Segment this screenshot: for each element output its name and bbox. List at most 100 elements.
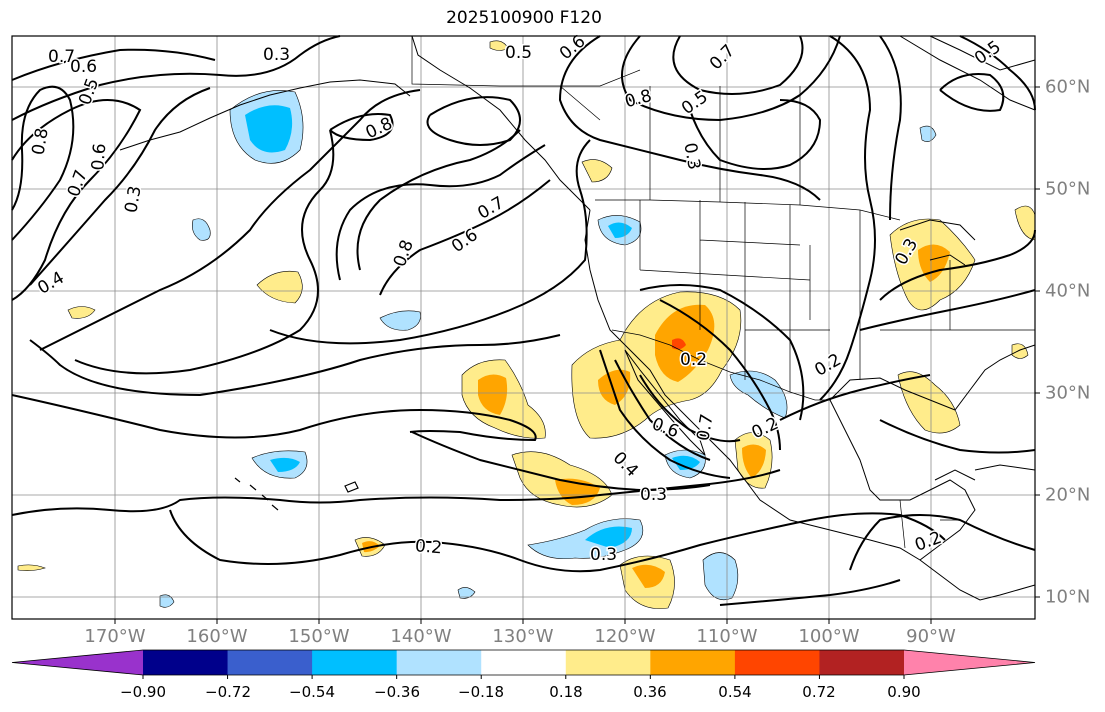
shade-blue-core [245, 105, 293, 153]
shade-blue-core [608, 222, 632, 238]
colorbar-extend-min [12, 650, 143, 675]
colorbar-tick-label: 0.72 [802, 683, 836, 701]
alaska-coast [411, 35, 591, 211]
colorbar-tick-label: −0.18 [458, 683, 504, 701]
shade-blue-patch [379, 310, 421, 331]
shade-blue-core [672, 455, 700, 470]
contour-line [879, 35, 902, 221]
hawaii-islands [234, 477, 279, 511]
lon-label: 170°W [84, 626, 146, 647]
contour-line [879, 229, 1036, 301]
mexico-gulf-coast [829, 399, 976, 561]
us-state-lines [639, 200, 1035, 392]
contour-line [426, 96, 521, 146]
lon-label: 110°W [696, 626, 758, 647]
contour-line [11, 35, 341, 121]
contour-line [74, 129, 335, 375]
contour-line [621, 35, 841, 122]
contour-label: 0.3 [679, 141, 703, 171]
lat-label: 20°N [1045, 484, 1091, 506]
lon-label: 100°W [798, 626, 860, 647]
colorbar-tick-label: 0.36 [633, 683, 667, 701]
colorbar-swatch [396, 650, 482, 675]
contour-line [11, 85, 75, 241]
shade-orange-core [478, 374, 508, 415]
us-mexico-border [611, 329, 830, 401]
colorbar-tick-label: −0.90 [120, 683, 166, 701]
lat-label: 30°N [1045, 382, 1091, 404]
contour-line [939, 73, 1005, 112]
shade-yellow-patch [1011, 343, 1029, 359]
contour-line [719, 579, 901, 606]
colorbar-swatch [143, 650, 229, 675]
shade-blue-patch [457, 587, 476, 599]
colorbar-swatch [312, 650, 398, 675]
colorbar-swatch [650, 650, 736, 675]
lat-label: 10°N [1045, 586, 1091, 608]
map-title: 2025100900 F120 [446, 8, 602, 28]
contour-label: 0.3 [121, 184, 145, 214]
contour-lines [11, 35, 1036, 606]
contour-label: 0.6 [88, 143, 110, 172]
contour-line [11, 394, 537, 442]
contour-line [689, 99, 822, 170]
shade-orange-core [918, 244, 950, 282]
colorbar-extend-max [904, 650, 1035, 675]
yucatan-cuba [934, 464, 1036, 481]
contour-line [11, 99, 142, 301]
colorbar-swatch [565, 650, 651, 675]
graticule [12, 36, 1035, 619]
shade-blue-core [270, 457, 300, 472]
contour-label: 0.7 [48, 47, 75, 67]
lon-label: 120°W [594, 626, 656, 647]
axis-ticks [114, 86, 1040, 624]
contour-line [29, 87, 211, 286]
colorbar-tick-label: −0.36 [374, 683, 420, 701]
map-frame-bg [12, 36, 1035, 619]
shade-orange-core [598, 369, 631, 405]
islands [234, 477, 359, 511]
contour-line [39, 89, 421, 351]
contour-line [29, 334, 561, 397]
colorbar-swatch [819, 650, 905, 675]
contour-line [335, 144, 546, 281]
colorbar-tick-label: −0.54 [289, 683, 335, 701]
north-america-west-coast [584, 209, 1036, 601]
contour-label: 0.2 [414, 536, 443, 558]
shade-blue-patch [159, 594, 175, 608]
shade-yellow-patch [67, 306, 96, 319]
colorbar-tick-label: 0.90 [887, 683, 921, 701]
lon-label: 140°W [390, 626, 452, 647]
baja-california [624, 349, 706, 456]
anomaly-shading [17, 40, 1036, 609]
contour-line [959, 35, 1036, 111]
canada-east [899, 35, 1036, 111]
canada-provinces [559, 85, 801, 205]
contour-line [11, 469, 781, 516]
contour-line [411, 431, 711, 492]
shade-yellow-patch [17, 564, 46, 571]
contour-label: 0.5 [505, 43, 532, 63]
contour-line [329, 113, 394, 142]
contour-line [614, 359, 711, 461]
contour-line [599, 349, 731, 479]
contour-label: 0.3 [640, 485, 667, 505]
contour-line [11, 48, 216, 81]
lat-label: 60°N [1045, 76, 1091, 98]
shade-orange-core [742, 444, 766, 478]
great-lakes [899, 219, 976, 266]
hudson-bay [929, 35, 1036, 71]
shade-red-core [672, 338, 686, 350]
contour-line [639, 284, 805, 421]
contour-label: 0.3 [590, 545, 617, 565]
lat-label: 50°N [1045, 178, 1091, 200]
contour-line [779, 374, 931, 421]
lon-label: 160°W [186, 626, 248, 647]
contour-line [169, 509, 946, 573]
contour-line [356, 129, 521, 271]
alaska-canada-border [411, 36, 641, 87]
shade-orange-core [632, 564, 665, 588]
contour-label: 0.3 [263, 45, 290, 65]
coastlines [119, 35, 1036, 601]
contour-line [639, 374, 741, 443]
